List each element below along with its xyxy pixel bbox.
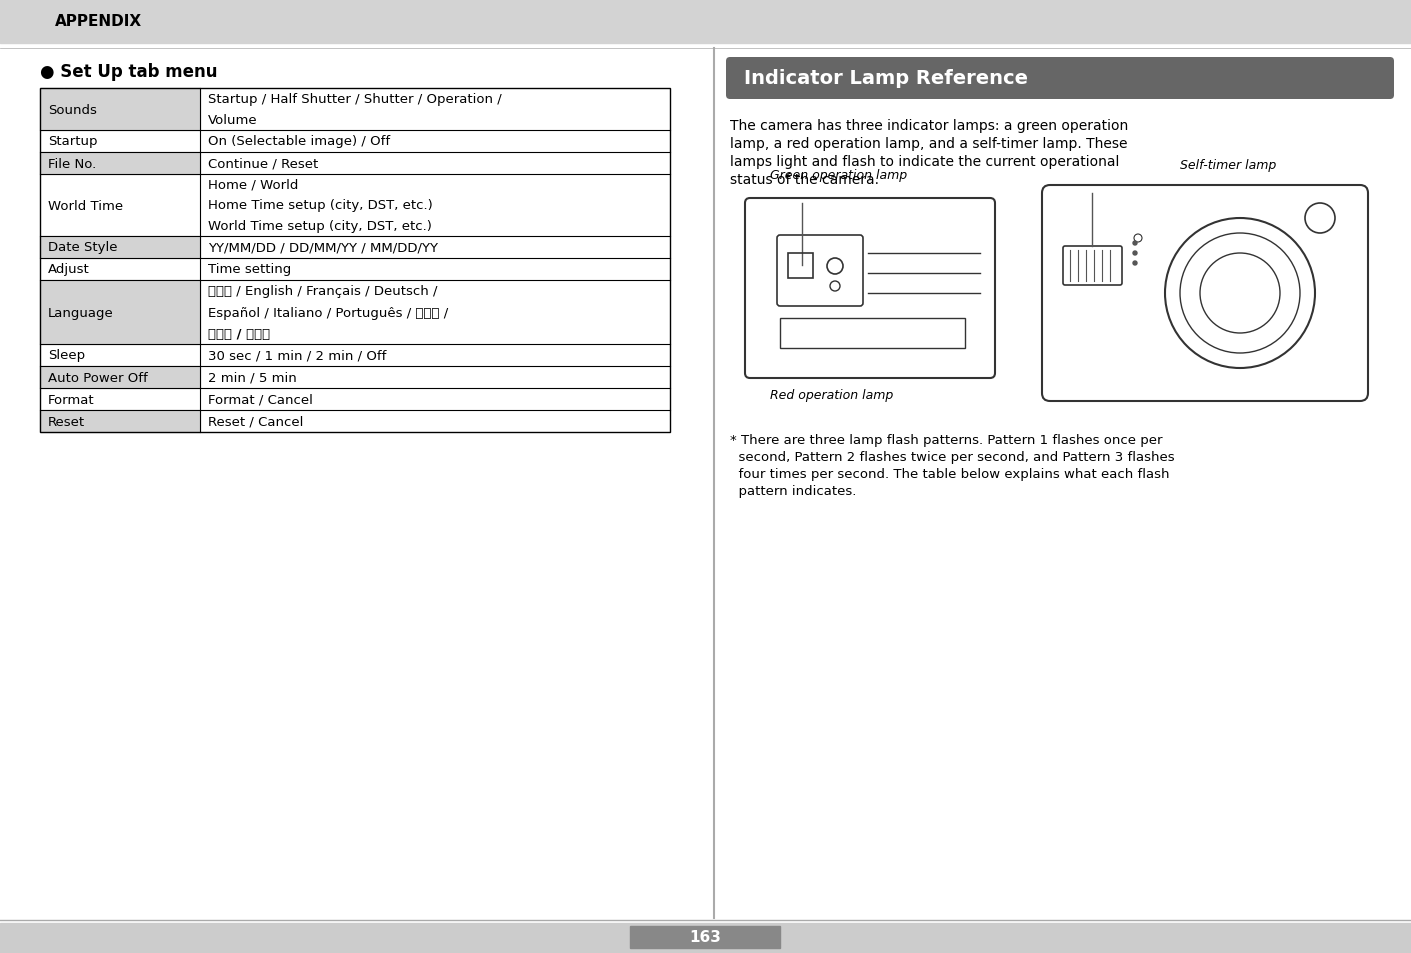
Text: Sounds: Sounds <box>48 103 97 116</box>
Text: second, Pattern 2 flashes twice per second, and Pattern 3 flashes: second, Pattern 2 flashes twice per seco… <box>729 451 1174 463</box>
Text: Español / Italiano / Português / 中國語 /: Español / Italiano / Português / 中國語 / <box>207 306 449 319</box>
Text: Self-timer lamp: Self-timer lamp <box>1180 159 1277 172</box>
Text: lamps light and flash to indicate the current operational: lamps light and flash to indicate the cu… <box>729 154 1119 169</box>
Bar <box>40 89 200 131</box>
Text: status of the camera.: status of the camera. <box>729 172 879 187</box>
Circle shape <box>1133 252 1137 255</box>
Text: 中国语 / 한국어: 中国语 / 한국어 <box>207 328 270 340</box>
Bar <box>787 253 813 278</box>
FancyBboxPatch shape <box>727 58 1394 100</box>
Text: Sleep: Sleep <box>48 349 85 362</box>
Text: World Time setup (city, DST, etc.): World Time setup (city, DST, etc.) <box>207 220 432 233</box>
Text: 日本語 / English / Français / Deutsch /: 日本語 / English / Français / Deutsch / <box>207 285 437 298</box>
Text: Format / Cancel: Format / Cancel <box>207 393 313 406</box>
Text: Volume: Volume <box>207 113 258 127</box>
Text: lamp, a red operation lamp, and a self-timer lamp. These: lamp, a red operation lamp, and a self-t… <box>729 137 1127 151</box>
Bar <box>0 923 1411 953</box>
Text: 163: 163 <box>689 929 721 944</box>
Text: Startup: Startup <box>48 135 97 149</box>
Text: Date Style: Date Style <box>48 241 117 254</box>
Text: 2 min / 5 min: 2 min / 5 min <box>207 371 296 384</box>
Bar <box>40 411 200 433</box>
Circle shape <box>1133 242 1137 246</box>
FancyBboxPatch shape <box>1041 186 1369 401</box>
Text: Home / World: Home / World <box>207 178 298 192</box>
Bar <box>40 89 670 433</box>
Text: four times per second. The table below explains what each flash: four times per second. The table below e… <box>729 468 1170 480</box>
Text: Startup / Half Shutter / Shutter / Operation /: Startup / Half Shutter / Shutter / Opera… <box>207 92 502 106</box>
Text: Red operation lamp: Red operation lamp <box>770 389 893 401</box>
Text: Reset / Cancel: Reset / Cancel <box>207 416 303 428</box>
Text: On (Selectable image) / Off: On (Selectable image) / Off <box>207 135 389 149</box>
Bar <box>40 281 200 345</box>
Text: 30 sec / 1 min / 2 min / Off: 30 sec / 1 min / 2 min / Off <box>207 349 387 362</box>
Text: Continue / Reset: Continue / Reset <box>207 157 319 171</box>
Text: Home Time setup (city, DST, etc.): Home Time setup (city, DST, etc.) <box>207 199 433 213</box>
Text: Auto Power Off: Auto Power Off <box>48 371 148 384</box>
FancyBboxPatch shape <box>1062 247 1122 286</box>
Text: The camera has three indicator lamps: a green operation: The camera has three indicator lamps: a … <box>729 119 1129 132</box>
Text: Language: Language <box>48 306 114 319</box>
Bar <box>629 926 780 948</box>
Bar <box>40 236 200 258</box>
Text: ● Set Up tab menu: ● Set Up tab menu <box>40 63 217 81</box>
Bar <box>40 152 200 174</box>
Text: World Time: World Time <box>48 199 123 213</box>
Bar <box>0 0 1411 44</box>
Bar <box>780 318 965 349</box>
Text: APPENDIX: APPENDIX <box>55 14 143 30</box>
Circle shape <box>1133 262 1137 266</box>
Bar <box>40 367 200 389</box>
Text: Reset: Reset <box>48 416 85 428</box>
FancyBboxPatch shape <box>745 199 995 378</box>
Text: File No.: File No. <box>48 157 96 171</box>
Text: pattern indicates.: pattern indicates. <box>729 484 856 497</box>
Text: Adjust: Adjust <box>48 263 90 276</box>
Text: Format: Format <box>48 393 95 406</box>
Text: * There are three lamp flash patterns. Pattern 1 flashes once per: * There are three lamp flash patterns. P… <box>729 434 1163 447</box>
FancyBboxPatch shape <box>777 235 864 307</box>
Text: Indicator Lamp Reference: Indicator Lamp Reference <box>744 70 1029 89</box>
Text: Green operation lamp: Green operation lamp <box>770 169 907 182</box>
Text: YY/MM/DD / DD/MM/YY / MM/DD/YY: YY/MM/DD / DD/MM/YY / MM/DD/YY <box>207 241 437 254</box>
Text: Time setting: Time setting <box>207 263 291 276</box>
